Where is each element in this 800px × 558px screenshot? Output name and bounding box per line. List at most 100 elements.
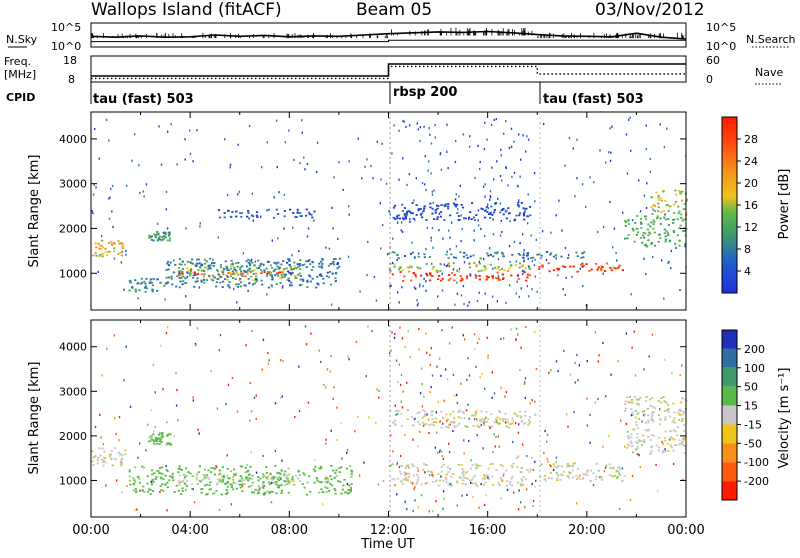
velocity-point <box>294 415 296 419</box>
power-point <box>224 138 226 141</box>
velocity-point <box>180 469 184 471</box>
velocity-point <box>667 450 670 452</box>
velocity-point <box>245 476 248 479</box>
power-point <box>457 208 459 211</box>
velocity-point <box>673 438 676 441</box>
power-point <box>593 181 595 184</box>
velocity-point <box>474 463 477 466</box>
velocity-point <box>659 417 662 420</box>
velocity-point <box>528 416 532 418</box>
power-point <box>678 189 681 192</box>
velocity-point <box>215 465 217 468</box>
power-point <box>679 191 682 193</box>
power-point <box>145 277 148 280</box>
velocity-point <box>348 358 350 361</box>
velocity-point <box>298 409 301 412</box>
power-point <box>434 211 437 214</box>
power-point <box>184 158 186 161</box>
power-point <box>555 214 557 217</box>
power-point <box>392 206 396 209</box>
power-point <box>156 278 159 281</box>
velocity-point <box>584 473 587 476</box>
velocity-point <box>285 476 288 479</box>
power-point <box>497 277 500 280</box>
power-point <box>237 143 239 146</box>
power-point <box>669 205 672 208</box>
power-point <box>652 208 654 211</box>
power-point <box>241 212 243 215</box>
velocity-point <box>333 487 336 490</box>
velocity-point <box>221 466 225 469</box>
power-point <box>118 242 121 245</box>
power-point <box>478 262 481 265</box>
power-point <box>322 282 325 285</box>
velocity-point <box>163 483 167 486</box>
power-point <box>99 245 102 247</box>
power-point <box>320 260 323 263</box>
velocity-point <box>639 466 641 469</box>
velocity-point <box>235 482 238 485</box>
velocity-point <box>487 356 489 359</box>
velocity-point <box>464 483 467 486</box>
power-point <box>237 283 240 286</box>
velocity-point <box>597 360 599 363</box>
velocity-colorbar-tick-label: 200 <box>744 343 765 356</box>
power-point <box>636 215 639 217</box>
power-point <box>484 266 487 268</box>
velocity-point <box>216 407 219 410</box>
power-point <box>238 268 241 271</box>
velocity-point <box>160 437 163 439</box>
velocity-point <box>586 360 588 363</box>
velocity-point <box>206 493 209 495</box>
velocity-point <box>493 433 495 436</box>
velocity-point <box>417 445 419 448</box>
power-point <box>526 135 528 138</box>
power-point <box>98 255 101 258</box>
velocity-point <box>468 374 471 377</box>
power-point <box>247 289 249 292</box>
velocity-point <box>624 407 627 410</box>
velocity-point <box>456 482 459 484</box>
power-point <box>233 272 236 275</box>
velocity-point <box>150 483 154 486</box>
power-point <box>125 249 127 252</box>
velocity-point <box>132 477 135 479</box>
velocity-point <box>349 486 352 489</box>
power-point <box>504 210 507 213</box>
velocity-point <box>416 473 419 476</box>
velocity-point <box>572 462 575 465</box>
velocity-point <box>627 435 630 437</box>
velocity-point <box>567 476 571 479</box>
velocity-colorbar-block <box>722 424 737 444</box>
power-point <box>216 270 220 273</box>
velocity-point <box>271 477 274 480</box>
power-point <box>515 292 517 295</box>
power-point <box>359 290 361 293</box>
power-point <box>212 258 214 261</box>
velocity-point <box>285 475 289 477</box>
velocity-point <box>636 398 639 401</box>
velocity-point <box>113 334 115 337</box>
power-point <box>425 263 428 265</box>
power-point <box>217 273 220 276</box>
power-point <box>235 215 238 218</box>
power-point <box>667 210 670 212</box>
velocity-point <box>498 445 500 448</box>
velocity-point <box>270 477 273 480</box>
velocity-point <box>279 396 282 400</box>
power-point <box>375 299 378 302</box>
power-point <box>391 251 394 254</box>
power-point <box>433 218 436 220</box>
velocity-point <box>213 492 216 495</box>
power-point <box>610 151 612 154</box>
velocity-point <box>208 478 211 480</box>
velocity-point <box>412 474 416 477</box>
velocity-point <box>523 411 527 413</box>
power-point <box>198 262 201 265</box>
velocity-point <box>546 440 548 443</box>
power-point <box>393 124 395 127</box>
velocity-point <box>644 400 648 402</box>
power-point <box>493 178 495 181</box>
velocity-point <box>158 432 162 435</box>
